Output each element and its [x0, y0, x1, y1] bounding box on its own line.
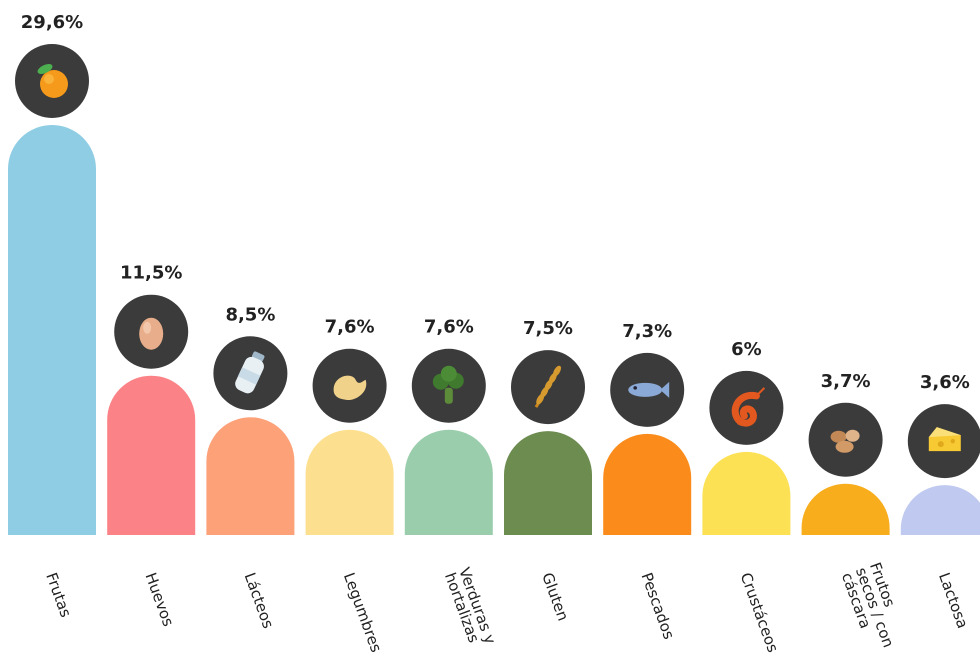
bar-3 — [206, 417, 295, 535]
category-label: Pescados — [637, 570, 678, 642]
bar-10 — [900, 485, 980, 535]
value-label: 7,5% — [523, 318, 573, 339]
orange-icon — [15, 44, 89, 118]
bar-1 — [8, 125, 96, 535]
fish-icon — [610, 352, 685, 427]
wheat-icon — [511, 350, 585, 425]
category-label: Frutossecos / concáscara — [838, 560, 912, 655]
value-label: 6% — [731, 339, 762, 360]
bean-icon — [312, 348, 387, 423]
value-label: 29,6% — [21, 12, 83, 33]
category-label: Lácteos — [241, 570, 278, 631]
category-label: Huevos — [141, 570, 177, 629]
milk-bottle-icon — [213, 336, 288, 411]
value-label: 3,7% — [821, 371, 871, 392]
bars-layer — [8, 125, 980, 535]
bar-9 — [801, 483, 890, 535]
bar-4 — [305, 429, 394, 535]
bar-2 — [107, 375, 196, 535]
icons-layer — [15, 44, 980, 479]
value-label: 7,6% — [424, 317, 474, 338]
category-label: Crustáceos — [737, 570, 783, 655]
cheese-icon — [907, 404, 980, 479]
egg-icon — [114, 294, 189, 369]
broccoli-icon — [411, 348, 486, 423]
bar-8 — [702, 451, 791, 535]
nuts-icon — [808, 402, 883, 477]
value-label: 7,3% — [622, 321, 672, 342]
value-labels-layer: 29,6% 11,5% 8,5% 7,6% 7,6% 7,5% 7,3% 6% 3,7% 3,6% — [21, 12, 970, 393]
category-label: Lactosa — [935, 570, 972, 631]
shrimp-icon — [709, 370, 784, 445]
category-label: Frutas — [42, 570, 75, 620]
category-label: Legumbres — [340, 570, 385, 655]
category-label: Verduras yhortalizas — [441, 565, 499, 652]
category-label: Gluten — [538, 570, 572, 623]
value-label: 7,6% — [325, 317, 375, 338]
bar-5 — [404, 429, 493, 535]
bar-6 — [504, 431, 592, 535]
bar-7 — [603, 433, 692, 535]
value-label: 3,6% — [920, 372, 970, 393]
category-labels-layer: Frutas Huevos Lácteos Legumbres Verduras yho… — [42, 560, 972, 655]
value-label: 11,5% — [120, 263, 182, 284]
value-label: 8,5% — [225, 304, 275, 325]
